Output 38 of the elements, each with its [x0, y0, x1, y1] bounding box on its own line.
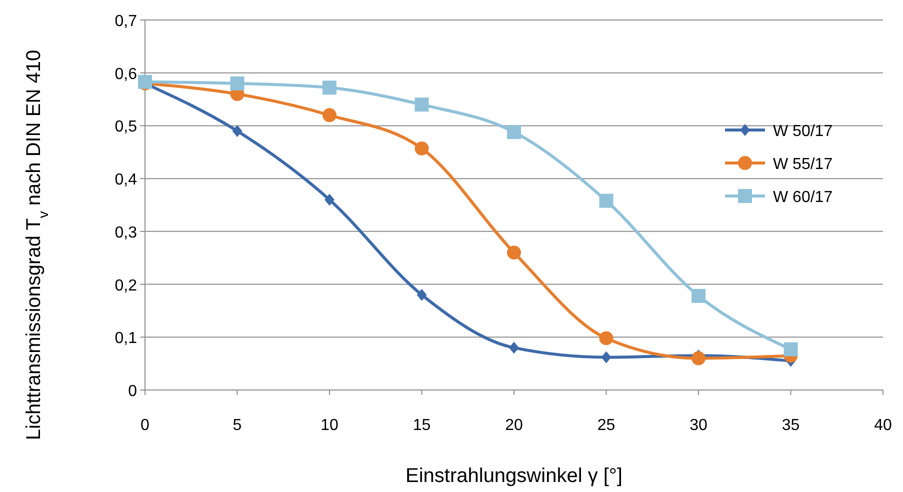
y-tick-label: 0,7 — [114, 13, 138, 30]
point — [692, 288, 706, 303]
point — [692, 351, 706, 366]
x-tick-label: 40 — [874, 417, 892, 434]
y-tick-label: 0,1 — [114, 330, 138, 348]
point — [230, 76, 244, 90]
x-tick-label: 15 — [412, 417, 431, 434]
x-tick-label: 20 — [505, 417, 523, 434]
legend-label: W 60/17 — [773, 189, 833, 206]
x-tick-label: 0 — [140, 417, 150, 434]
point — [414, 98, 429, 112]
point — [507, 125, 521, 140]
y-tick-label: 0,3 — [114, 224, 138, 242]
legend-label: W 55/17 — [773, 156, 833, 173]
point — [599, 331, 614, 346]
point — [601, 351, 612, 364]
y-tick-label: 0,2 — [114, 277, 138, 294]
point — [599, 194, 614, 208]
point — [322, 108, 336, 122]
x-axis-title: Einstrahlungswinkel γ [°] — [406, 465, 622, 487]
x-tick-label: 25 — [597, 417, 616, 434]
y-tick-label: 0 — [128, 383, 138, 400]
y-tick-label: 0,5 — [114, 118, 138, 136]
y-tick-label: 0,6 — [114, 66, 138, 83]
point — [232, 125, 242, 137]
point — [414, 141, 429, 156]
x-tick-label: 30 — [690, 417, 708, 434]
point — [509, 342, 519, 354]
x-tick-label: 5 — [232, 417, 242, 434]
point — [324, 194, 334, 206]
point — [507, 246, 521, 260]
x-tick-label: 10 — [320, 417, 338, 434]
x-tick-label: 35 — [782, 417, 800, 434]
y-tick-label: 0,4 — [114, 172, 138, 189]
point — [784, 342, 798, 356]
point — [322, 80, 336, 95]
point — [416, 288, 427, 301]
legend-label: W 50/17 — [773, 123, 833, 140]
